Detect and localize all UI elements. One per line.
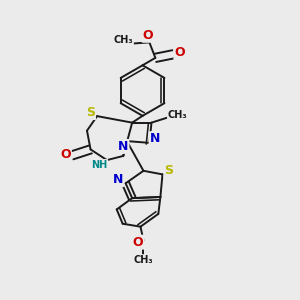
Text: O: O: [133, 236, 143, 249]
Text: CH₃: CH₃: [168, 110, 188, 120]
Text: N: N: [150, 132, 160, 145]
Text: O: O: [60, 148, 71, 161]
Text: NH: NH: [91, 160, 107, 170]
Text: N: N: [113, 173, 123, 186]
Text: CH₃: CH₃: [113, 35, 133, 45]
Text: S: S: [164, 164, 173, 177]
Text: S: S: [86, 106, 95, 119]
Text: O: O: [142, 29, 153, 42]
Text: O: O: [174, 46, 185, 59]
Text: N: N: [118, 140, 128, 153]
Text: CH₃: CH₃: [134, 255, 153, 265]
